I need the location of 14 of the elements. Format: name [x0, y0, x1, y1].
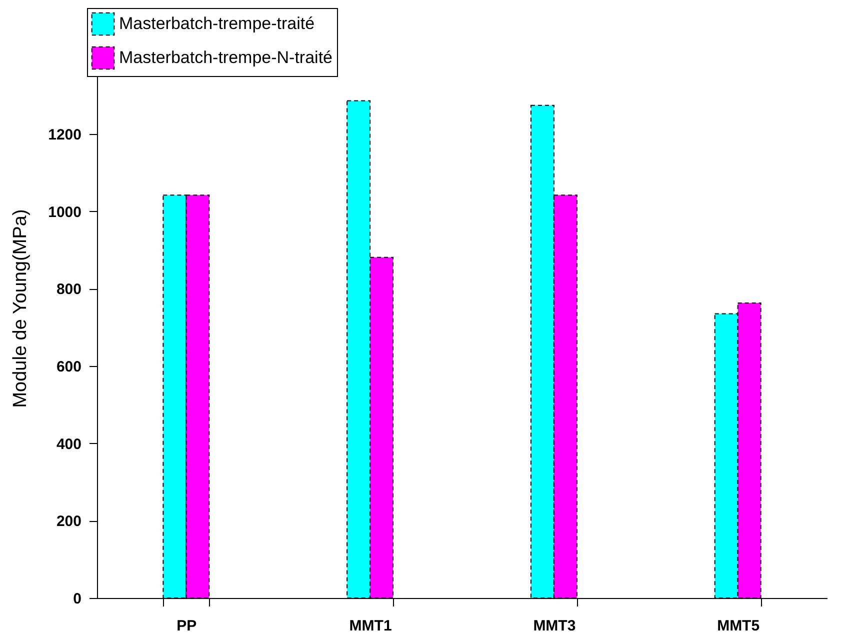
y-tick-label: 0: [73, 590, 82, 608]
y-axis-title: Module de Young(MPa): [10, 209, 32, 408]
x-tick-label: MMT5: [717, 618, 760, 634]
y-tick-label: 600: [56, 358, 82, 376]
x-tick-label: MMT3: [533, 618, 576, 634]
y-tick-label: 1200: [48, 126, 82, 144]
y-tick-label: 800: [56, 281, 82, 298]
legend-label: Masterbatch-trempe-N-traité: [119, 48, 333, 67]
y-tick-label: 1000: [48, 204, 82, 221]
y-tick-label: 200: [56, 513, 82, 530]
x-tick-label: PP: [176, 618, 197, 634]
legend-label: Masterbatch-trempe-traité: [119, 14, 315, 33]
y-tick-label: 400: [56, 436, 82, 453]
x-tick-label: MMT1: [349, 618, 392, 634]
